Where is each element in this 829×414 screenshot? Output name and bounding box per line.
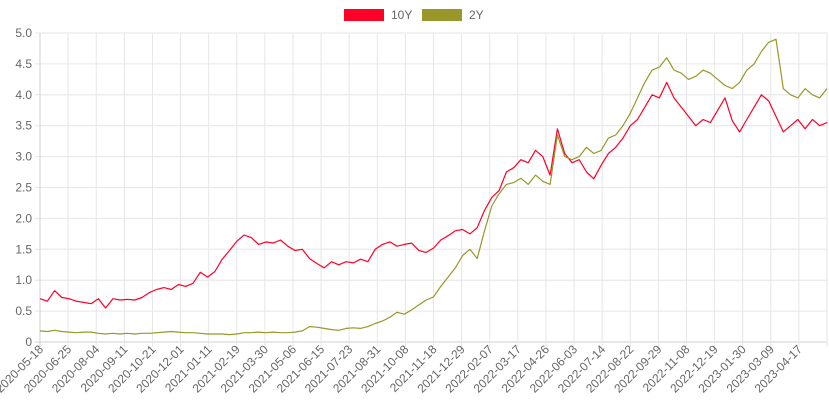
legend-item-10y[interactable]: 10Y — [344, 8, 412, 22]
legend-label-10y: 10Y — [391, 8, 412, 22]
y-tick-label: 1.5 — [15, 242, 32, 256]
y-tick-label: 1.0 — [15, 273, 32, 287]
legend-item-2y[interactable]: 2Y — [422, 8, 484, 22]
legend-label-2y: 2Y — [469, 8, 484, 22]
legend-swatch-10y — [344, 9, 384, 21]
grid — [35, 32, 828, 347]
y-tick-label: 2.5 — [15, 181, 32, 195]
x-axis: 2020-05-182020-06-252020-08-042020-09-11… — [0, 342, 805, 396]
y-tick-label: 4.5 — [15, 57, 32, 71]
series-line-2y[interactable] — [39, 38, 828, 336]
y-tick-label: 3.5 — [15, 119, 32, 133]
y-tick-label: 0 — [25, 335, 32, 349]
legend: 10Y 2Y — [344, 8, 484, 22]
series-layer — [39, 38, 828, 336]
y-tick-label: 2.0 — [15, 211, 32, 225]
legend-swatch-2y — [422, 9, 462, 21]
y-tick-label: 0.5 — [15, 304, 32, 318]
y-tick-label: 3.0 — [15, 150, 32, 164]
y-tick-label: 4.0 — [15, 88, 32, 102]
y-axis: 0 0.5 1.0 1.5 2.0 2.5 3.0 3.5 4.0 4.5 5.0 — [15, 26, 32, 349]
series-line-10y[interactable] — [39, 81, 828, 309]
y-tick-label: 5.0 — [15, 26, 32, 40]
